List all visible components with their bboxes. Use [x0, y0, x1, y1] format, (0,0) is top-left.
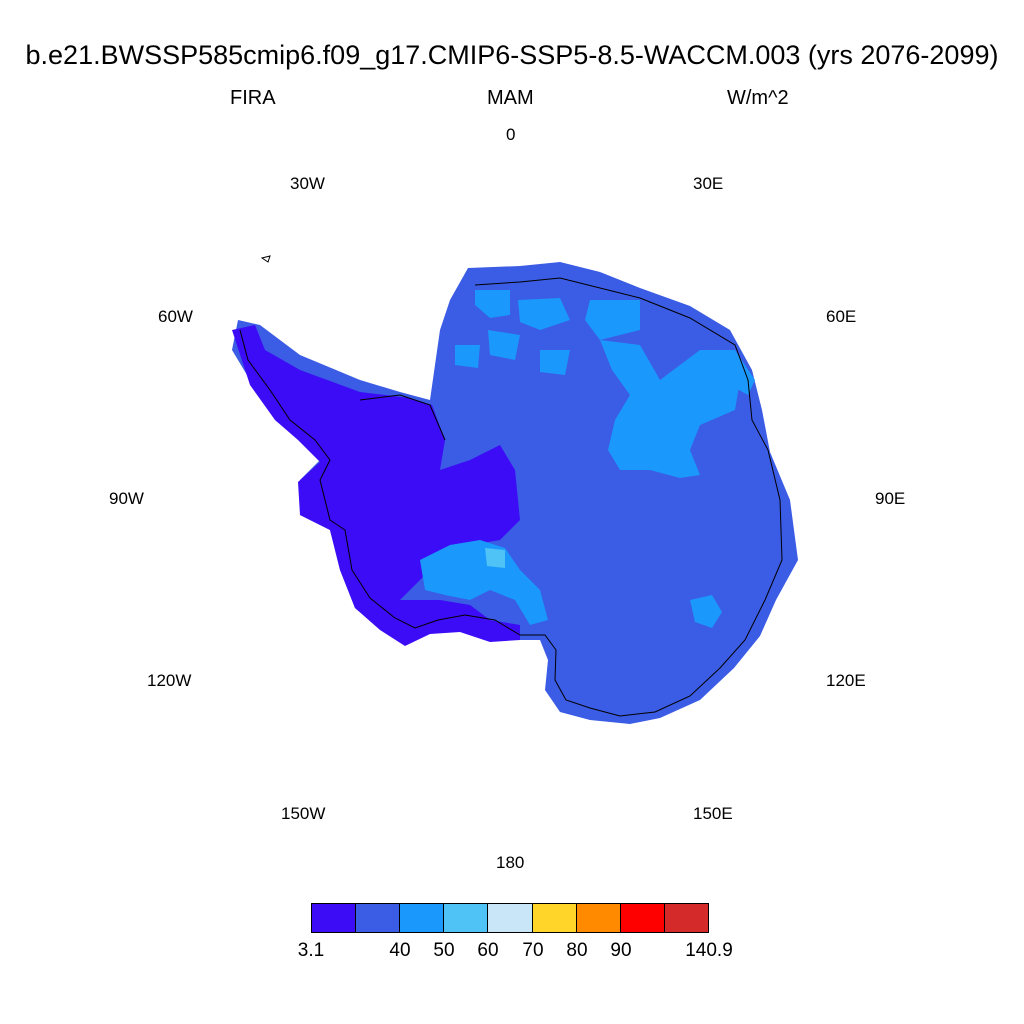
colorbar-label-7: 140.9 — [685, 940, 733, 961]
lon-label-30w: 30W — [290, 174, 325, 193]
coastline — [239, 277, 783, 717]
colorbar-label-6: 90 — [610, 940, 632, 961]
lon-label-30e: 30E — [693, 174, 724, 193]
region-mid-coast-5 — [455, 345, 480, 368]
colorbar-label-0: 3.1 — [297, 940, 325, 961]
region-mid-coast-2 — [518, 298, 570, 330]
colorbar-label-3: 60 — [477, 940, 499, 961]
lon-label-90e: 90E — [875, 489, 906, 508]
colorbar-swatch-2 — [400, 904, 445, 932]
region-mid-ross — [420, 540, 548, 625]
region-mid-coast-6 — [540, 350, 570, 375]
lon-label-60w: 60W — [158, 307, 193, 326]
colorbar-label-5: 80 — [566, 940, 588, 961]
region-high-ross — [485, 548, 505, 568]
colorbar-label-2: 50 — [433, 940, 455, 961]
season-label: MAM — [487, 87, 534, 109]
units-label: W/m^2 — [727, 87, 789, 109]
region-mid-coast-3 — [585, 300, 640, 340]
colorbar-swatch-8 — [664, 904, 708, 932]
region-low-west — [232, 325, 520, 646]
region-mid-coast-1 — [475, 290, 510, 318]
lon-label-180: 180 — [496, 853, 525, 872]
colorbar-swatch-0 — [312, 904, 357, 932]
lon-label-90w: 90W — [109, 489, 144, 508]
colorbar-swatch-1 — [356, 904, 401, 932]
colorbar-label-1: 40 — [389, 940, 411, 961]
colorbar-swatch-5 — [532, 904, 577, 932]
lon-label-120w: 120W — [147, 671, 192, 690]
colorbar-swatch-6 — [576, 904, 621, 932]
island — [260, 255, 271, 263]
lon-label-0: 0 — [506, 125, 516, 144]
colorbar-swatch-7 — [620, 904, 665, 932]
lon-label-150e: 150E — [693, 804, 733, 823]
plot-title: b.e21.BWSSP585cmip6.f09_g17.CMIP6-SSP5-8… — [25, 40, 999, 70]
colorbar-swatch-4 — [488, 904, 533, 932]
region-mid-east — [600, 340, 740, 478]
colorbar — [311, 903, 709, 933]
variable-label: FIRA — [230, 87, 276, 109]
colorbar-label-4: 70 — [522, 940, 544, 961]
region-mid-coast-4 — [488, 330, 520, 360]
lon-label-60e: 60E — [826, 307, 857, 326]
lon-label-150w: 150W — [281, 804, 326, 823]
colorbar-swatch-3 — [444, 904, 489, 932]
lon-label-120e: 120E — [826, 671, 866, 690]
region-mid-inland — [690, 595, 722, 628]
